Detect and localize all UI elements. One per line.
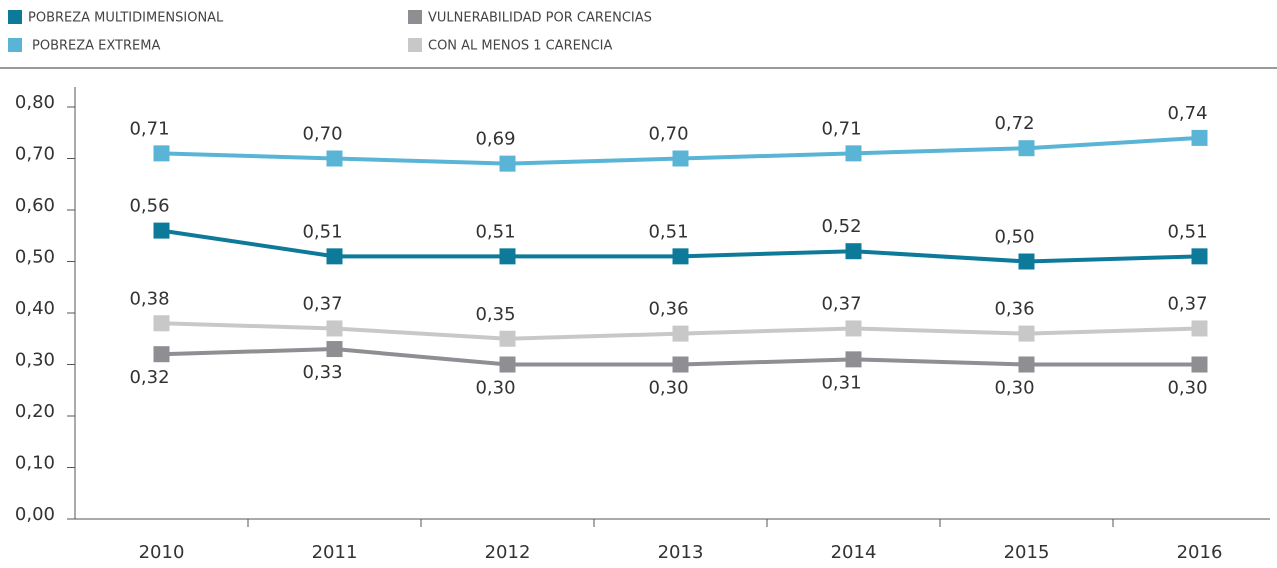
point-marker xyxy=(326,320,343,337)
legend: POBREZA MULTIDIMENSIONAL POBREZA EXTREMA V… xyxy=(8,10,652,54)
point-marker xyxy=(845,145,862,162)
value-label: 0,30 xyxy=(475,378,515,399)
x-tick-label: 2013 xyxy=(658,542,704,563)
legend-swatch xyxy=(8,10,22,24)
value-label: 0,36 xyxy=(648,299,688,320)
point-marker xyxy=(326,150,343,167)
value-label: 0,32 xyxy=(129,367,169,388)
value-label: 0,36 xyxy=(994,299,1034,320)
point-marker xyxy=(326,248,343,265)
x-tick-label: 2011 xyxy=(312,542,358,563)
value-label: 0,71 xyxy=(821,118,861,139)
x-tick-label: 2010 xyxy=(139,542,185,563)
point-marker xyxy=(499,330,516,347)
point-marker xyxy=(672,248,689,265)
y-tick-label: 0,70 xyxy=(15,144,55,165)
point-marker xyxy=(1018,325,1035,342)
point-marker xyxy=(1191,356,1208,373)
value-label: 0,30 xyxy=(994,378,1034,399)
value-label: 0,74 xyxy=(1167,103,1207,124)
value-label: 0,37 xyxy=(1167,293,1207,314)
point-marker xyxy=(672,150,689,167)
point-marker xyxy=(1018,253,1035,270)
point-marker xyxy=(1191,129,1208,146)
value-label: 0,52 xyxy=(821,216,861,237)
value-label: 0,38 xyxy=(129,288,169,309)
value-label: 0,70 xyxy=(648,124,688,145)
point-marker xyxy=(153,222,170,239)
y-tick-label: 0,00 xyxy=(15,504,55,525)
value-label: 0,37 xyxy=(821,293,861,314)
point-marker xyxy=(499,248,516,265)
point-marker xyxy=(499,356,516,373)
point-marker xyxy=(672,356,689,373)
value-label: 0,33 xyxy=(302,362,342,383)
x-tick-label: 2015 xyxy=(1004,542,1050,563)
point-marker xyxy=(845,320,862,337)
y-tick-label: 0,20 xyxy=(15,401,55,422)
x-tick-label: 2012 xyxy=(485,542,531,563)
legend-label: POBREZA EXTREMA xyxy=(32,39,160,54)
legend-label: POBREZA MULTIDIMENSIONAL xyxy=(28,11,224,26)
value-label: 0,35 xyxy=(475,304,515,325)
point-marker xyxy=(1191,248,1208,265)
value-label: 0,69 xyxy=(475,129,515,150)
value-label: 0,72 xyxy=(994,113,1034,134)
point-marker xyxy=(672,325,689,342)
point-marker xyxy=(153,315,170,332)
value-label: 0,51 xyxy=(475,221,515,242)
point-marker xyxy=(1018,356,1035,373)
y-tick-label: 0,30 xyxy=(15,350,55,371)
x-tick-label: 2016 xyxy=(1177,542,1223,563)
value-label: 0,56 xyxy=(129,196,169,217)
value-label: 0,31 xyxy=(821,372,861,393)
legend-label: CON AL MENOS 1 CARENCIA xyxy=(428,39,612,54)
legend-swatch xyxy=(408,10,422,24)
x-tick-label: 2014 xyxy=(831,542,877,563)
value-label: 0,50 xyxy=(994,227,1034,248)
value-label: 0,30 xyxy=(1167,378,1207,399)
point-marker xyxy=(845,243,862,260)
value-label: 0,30 xyxy=(648,378,688,399)
legend-label: VULNERABILIDAD POR CARENCIAS xyxy=(428,11,652,26)
point-marker xyxy=(153,145,170,162)
y-tick-label: 0,40 xyxy=(15,298,55,319)
point-marker xyxy=(499,155,516,172)
y-tick-label: 0,50 xyxy=(15,247,55,268)
value-label: 0,51 xyxy=(648,221,688,242)
value-label: 0,70 xyxy=(302,124,342,145)
value-label: 0,71 xyxy=(129,118,169,139)
value-label: 0,51 xyxy=(1167,221,1207,242)
point-marker xyxy=(326,341,343,358)
value-label: 0,37 xyxy=(302,293,342,314)
value-label: 0,51 xyxy=(302,221,342,242)
point-marker xyxy=(1018,140,1035,157)
legend-swatch xyxy=(8,38,22,52)
legend-swatch xyxy=(408,38,422,52)
y-tick-label: 0,80 xyxy=(15,92,55,113)
y-tick-label: 0,10 xyxy=(15,453,55,474)
point-marker xyxy=(845,351,862,368)
y-tick-label: 0,60 xyxy=(15,195,55,216)
point-marker xyxy=(153,346,170,363)
point-marker xyxy=(1191,320,1208,337)
